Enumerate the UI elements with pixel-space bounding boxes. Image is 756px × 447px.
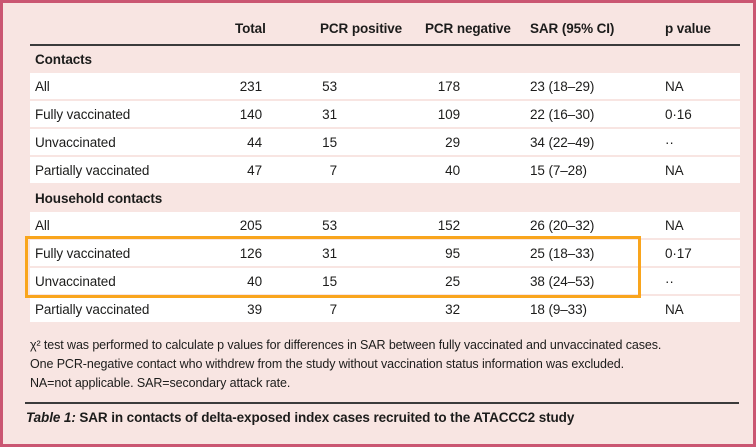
footnote-line: χ² test was performed to calculate p val… <box>30 338 662 352</box>
cell-pcr-positive: 15 <box>270 128 380 157</box>
table-caption: Table 1: SAR in contacts of delta-expose… <box>26 410 739 425</box>
column-header-sar: SAR (95% CI) <box>490 11 645 46</box>
cell-pcr-positive: 31 <box>270 100 380 129</box>
cell-p-value: ·· <box>645 267 740 296</box>
column-header-pcr-negative: PCR negative <box>380 11 511 46</box>
sar-table: Total PCR positive PCR negative SAR (95%… <box>30 11 740 324</box>
row-label: All <box>30 73 200 101</box>
footnotes: χ² test was performed to calculate p val… <box>30 336 739 393</box>
footnote-line: One PCR-negative contact who withdrew fr… <box>30 357 624 371</box>
cell-pcr-positive: 15 <box>270 267 380 296</box>
cell-pcr-positive: 7 <box>270 156 380 185</box>
table-row: Partially vaccinated 39 7 32 18 (9–33) N… <box>30 295 740 324</box>
section-header-label: Household contacts <box>35 191 163 206</box>
cell-p-value: NA <box>645 295 740 324</box>
table-header-row: Total PCR positive PCR negative SAR (95%… <box>30 11 740 46</box>
cell-total: 231 <box>200 73 270 101</box>
table-row: All 205 53 152 26 (20–32) NA <box>30 212 740 240</box>
table-row: Unvaccinated 44 15 29 34 (22–49) ·· <box>30 128 740 157</box>
table-caption-label: Table 1: <box>26 410 76 425</box>
row-label: Fully vaccinated <box>30 100 200 129</box>
cell-pcr-positive: 53 <box>270 73 380 101</box>
cell-sar: 18 (9–33) <box>490 295 645 324</box>
cell-sar: 23 (18–29) <box>490 73 645 101</box>
cell-total: 126 <box>200 239 270 268</box>
table-row: All 231 53 178 23 (18–29) NA <box>30 73 740 101</box>
cell-sar: 38 (24–53) <box>490 267 645 296</box>
table-caption-text: SAR in contacts of delta-exposed index c… <box>75 410 575 425</box>
column-header-p-value: p value <box>645 11 740 46</box>
row-label: Unvaccinated <box>30 267 200 296</box>
table-row: Fully vaccinated 140 31 109 22 (16–30) 0… <box>30 100 740 129</box>
cell-sar: 26 (20–32) <box>490 212 645 240</box>
cell-pcr-positive: 31 <box>270 239 380 268</box>
cell-pcr-positive: 53 <box>270 212 380 240</box>
table-row-highlighted: Fully vaccinated 126 31 95 25 (18–33) 0·… <box>30 239 740 268</box>
cell-p-value: ·· <box>645 128 740 157</box>
column-header-pcr-positive: PCR positive <box>270 11 402 46</box>
cell-pcr-negative: 29 <box>380 128 490 157</box>
cell-p-value: 0·16 <box>645 100 740 129</box>
cell-pcr-negative: 40 <box>380 156 490 185</box>
cell-total: 205 <box>200 212 270 240</box>
footnote-line: NA=not applicable. SAR=secondary attack … <box>30 376 291 390</box>
row-label: Unvaccinated <box>30 128 200 157</box>
cell-pcr-positive: 7 <box>270 295 380 324</box>
section-header-contacts: Contacts <box>30 45 740 73</box>
cell-total: 44 <box>200 128 270 157</box>
column-header-blank <box>30 11 200 46</box>
cell-pcr-negative: 32 <box>380 295 490 324</box>
cell-sar: 22 (16–30) <box>490 100 645 129</box>
section-header-label: Contacts <box>35 52 92 67</box>
column-header-total: Total <box>200 11 270 46</box>
cell-total: 47 <box>200 156 270 185</box>
caption-divider <box>25 402 739 404</box>
section-header-household-contacts: Household contacts <box>30 184 740 212</box>
table-row: Partially vaccinated 47 7 40 15 (7–28) N… <box>30 156 740 185</box>
cell-pcr-negative: 178 <box>380 73 490 101</box>
cell-total: 140 <box>200 100 270 129</box>
cell-total: 39 <box>200 295 270 324</box>
cell-pcr-negative: 109 <box>380 100 490 129</box>
cell-p-value: NA <box>645 156 740 185</box>
cell-total: 40 <box>200 267 270 296</box>
cell-sar: 34 (22–49) <box>490 128 645 157</box>
row-label: Partially vaccinated <box>30 156 200 185</box>
cell-p-value: 0·17 <box>645 239 740 268</box>
cell-sar: 15 (7–28) <box>490 156 645 185</box>
cell-pcr-negative: 152 <box>380 212 490 240</box>
row-label: Fully vaccinated <box>30 239 200 268</box>
cell-p-value: NA <box>645 212 740 240</box>
row-label: Partially vaccinated <box>30 295 200 324</box>
cell-pcr-negative: 25 <box>380 267 490 296</box>
cell-pcr-negative: 95 <box>380 239 490 268</box>
cell-p-value: NA <box>645 73 740 101</box>
table-row-highlighted: Unvaccinated 40 15 25 38 (24–53) ·· <box>30 267 740 296</box>
row-label: All <box>30 212 200 240</box>
cell-sar: 25 (18–33) <box>490 239 645 268</box>
